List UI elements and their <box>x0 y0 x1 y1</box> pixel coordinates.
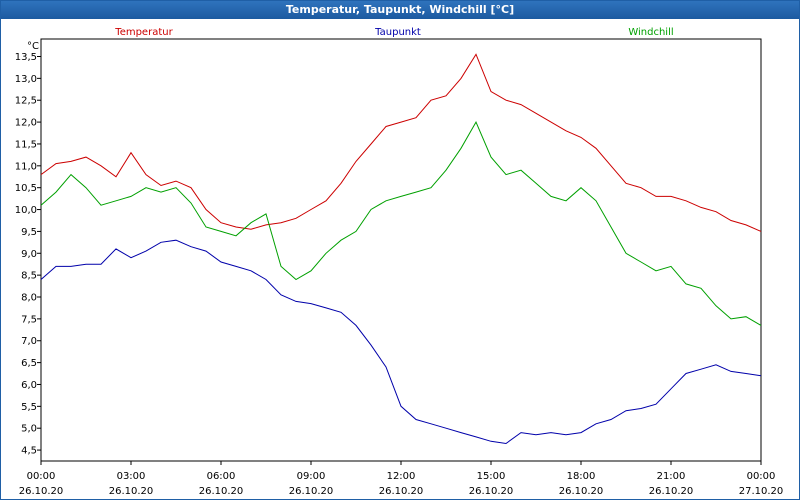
axes <box>37 38 762 465</box>
y-tick-label: 5,0 <box>21 424 37 435</box>
x-tick-time: 00:00 <box>747 471 776 482</box>
x-tick-time: 06:00 <box>207 471 236 482</box>
x-tick-date: 26.10.20 <box>649 486 694 497</box>
x-tick-date: 26.10.20 <box>469 486 514 497</box>
y-tick-label: 6,5 <box>21 358 37 369</box>
x-tick-date: 27.10.20 <box>739 486 784 497</box>
y-tick-label: 9,5 <box>21 227 37 238</box>
legend-label-taupunkt: Taupunkt <box>374 27 421 38</box>
x-tick-date: 26.10.20 <box>289 486 334 497</box>
y-axis-unit-label: °C <box>27 41 39 52</box>
y-tick-label: 7,5 <box>21 314 37 325</box>
x-tick-time: 12:00 <box>387 471 416 482</box>
y-tick-label: 9,0 <box>21 249 37 260</box>
y-tick-label: 10,5 <box>15 183 37 194</box>
y-tick-label: 5,5 <box>21 402 37 413</box>
y-tick-label: 12,0 <box>15 118 37 129</box>
y-tick-label: 13,0 <box>15 74 37 85</box>
y-tick-label: 12,5 <box>15 96 37 107</box>
y-tick-label: 6,0 <box>21 380 37 391</box>
x-tick-date: 26.10.20 <box>379 486 424 497</box>
x-tick-date: 26.10.20 <box>19 486 64 497</box>
y-tick-label: 13,5 <box>15 52 37 63</box>
y-tick-label: 11,0 <box>15 161 37 172</box>
y-tick-label: 8,5 <box>21 271 37 282</box>
y-tick-label: 10,0 <box>15 205 37 216</box>
x-tick-time: 00:00 <box>27 471 56 482</box>
y-tick-label: 11,5 <box>15 139 37 150</box>
x-tick-date: 26.10.20 <box>559 486 604 497</box>
x-tick-date: 26.10.20 <box>199 486 244 497</box>
x-tick-time: 21:00 <box>657 471 686 482</box>
y-tick-label: 8,0 <box>21 293 37 304</box>
series-line-taupunkt <box>40 239 762 445</box>
x-tick-time: 15:00 <box>477 471 506 482</box>
x-tick-date: 26.10.20 <box>109 486 154 497</box>
legend: Temperatur Taupunkt Windchill <box>114 27 673 38</box>
plot-area <box>40 38 762 462</box>
x-tick-time: 09:00 <box>297 471 326 482</box>
x-tick-time: 03:00 <box>117 471 146 482</box>
y-tick-label: 7,0 <box>21 336 37 347</box>
x-tick-time: 18:00 <box>567 471 596 482</box>
tick-labels: 4,5 5,0 5,5 6,0 6,5 7,0 7,5 8,0 8,5 9,0 9,5 10,0 10,… <box>15 41 784 497</box>
window-title: Temperatur, Taupunkt, Windchill [°C] <box>1 1 799 19</box>
series-group <box>40 53 762 445</box>
legend-label-windchill: Windchill <box>628 27 673 38</box>
series-line-temperatur <box>40 53 762 232</box>
y-tick-label: 4,5 <box>21 446 37 457</box>
legend-label-temperatur: Temperatur <box>114 27 173 38</box>
series-line-windchill <box>40 120 762 326</box>
